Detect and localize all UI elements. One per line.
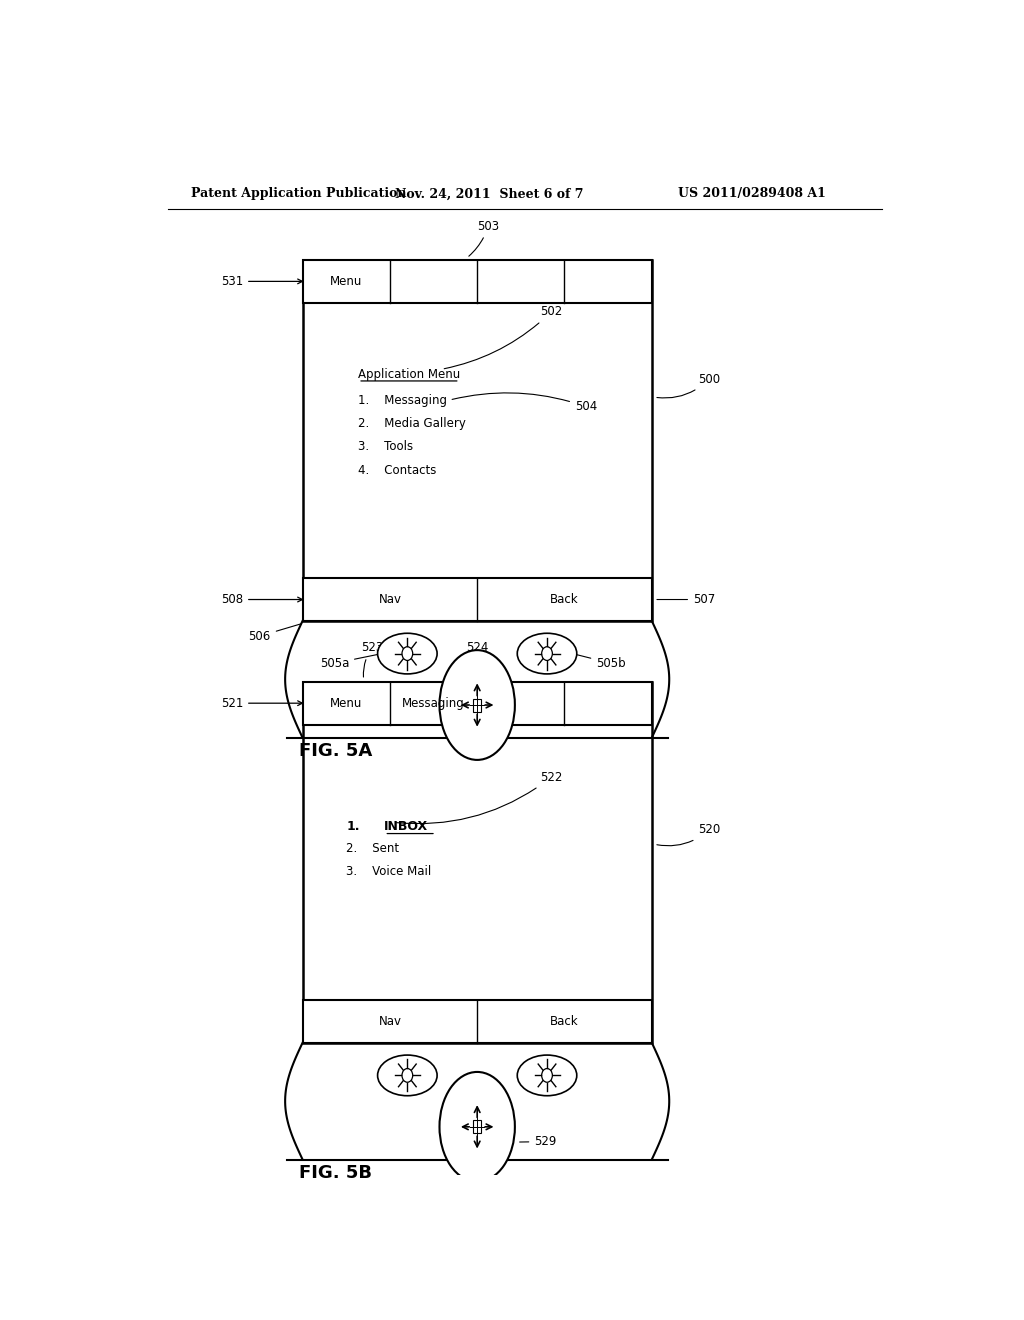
Text: 4.    Contacts: 4. Contacts bbox=[358, 463, 436, 477]
Text: 509: 509 bbox=[519, 713, 557, 726]
Text: 507: 507 bbox=[657, 593, 716, 606]
Text: Back: Back bbox=[550, 1015, 579, 1028]
Text: Menu: Menu bbox=[330, 275, 362, 288]
Bar bbox=[303, 260, 652, 302]
Text: Application Menu: Application Menu bbox=[358, 368, 461, 381]
Text: 520: 520 bbox=[656, 824, 720, 846]
Bar bbox=[303, 1001, 652, 1043]
Bar bbox=[303, 682, 652, 1043]
Text: 505a: 505a bbox=[319, 655, 379, 669]
Ellipse shape bbox=[378, 634, 437, 675]
Text: 505b: 505b bbox=[575, 655, 626, 669]
Text: 529: 529 bbox=[519, 1135, 557, 1148]
Text: Nov. 24, 2011  Sheet 6 of 7: Nov. 24, 2011 Sheet 6 of 7 bbox=[395, 187, 584, 201]
Ellipse shape bbox=[517, 1055, 577, 1096]
Text: 524: 524 bbox=[447, 642, 488, 677]
Ellipse shape bbox=[439, 1072, 515, 1181]
Bar bbox=[473, 1121, 481, 1134]
Text: FIG. 5A: FIG. 5A bbox=[299, 742, 372, 760]
Circle shape bbox=[402, 1068, 413, 1082]
Text: 1.    Messaging: 1. Messaging bbox=[358, 393, 447, 407]
Text: 506: 506 bbox=[249, 623, 301, 643]
Bar bbox=[303, 578, 652, 620]
Text: Menu: Menu bbox=[330, 697, 362, 710]
Text: Nav: Nav bbox=[379, 1015, 401, 1028]
Bar bbox=[303, 682, 652, 725]
Text: 522: 522 bbox=[396, 771, 562, 824]
Text: 3.    Voice Mail: 3. Voice Mail bbox=[346, 865, 431, 878]
Text: US 2011/0289408 A1: US 2011/0289408 A1 bbox=[679, 187, 826, 201]
Text: 1.: 1. bbox=[346, 820, 359, 833]
Text: Messaging: Messaging bbox=[402, 697, 465, 710]
Bar bbox=[473, 698, 481, 711]
Text: 502: 502 bbox=[444, 305, 562, 368]
Text: 531: 531 bbox=[221, 275, 302, 288]
Text: INBOX: INBOX bbox=[384, 820, 428, 833]
Text: 3.    Tools: 3. Tools bbox=[358, 441, 414, 453]
Circle shape bbox=[402, 647, 413, 660]
Ellipse shape bbox=[439, 651, 515, 760]
Text: 2.    Sent: 2. Sent bbox=[346, 842, 399, 855]
Ellipse shape bbox=[517, 634, 577, 675]
Text: 510: 510 bbox=[384, 685, 441, 700]
Text: Patent Application Publication: Patent Application Publication bbox=[191, 187, 407, 201]
Text: 500: 500 bbox=[657, 372, 720, 397]
Text: Back: Back bbox=[550, 593, 579, 606]
Text: 523: 523 bbox=[361, 642, 384, 677]
Text: FIG. 5B: FIG. 5B bbox=[299, 1164, 372, 1181]
Text: Nav: Nav bbox=[379, 593, 401, 606]
Text: 504: 504 bbox=[453, 393, 597, 413]
Bar bbox=[303, 260, 652, 620]
Text: 521: 521 bbox=[221, 697, 302, 710]
Text: 503: 503 bbox=[469, 219, 500, 256]
Circle shape bbox=[542, 1068, 552, 1082]
Circle shape bbox=[542, 647, 552, 660]
Text: 508: 508 bbox=[221, 593, 302, 606]
Ellipse shape bbox=[378, 1055, 437, 1096]
Text: 2.    Media Gallery: 2. Media Gallery bbox=[358, 417, 466, 430]
